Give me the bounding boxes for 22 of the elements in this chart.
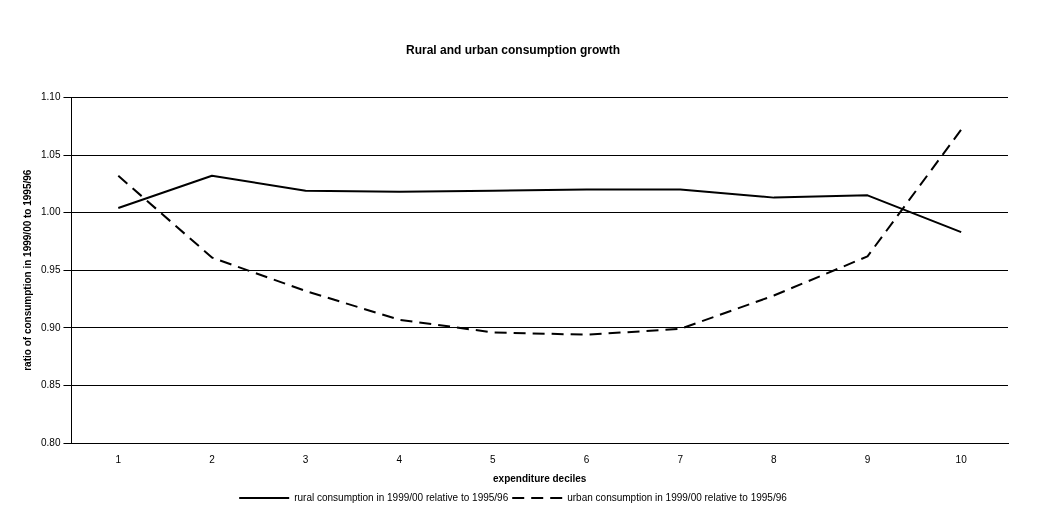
y-tick-label: 1.00 xyxy=(40,206,61,218)
x-tick-label: 7 xyxy=(677,453,684,465)
y-axis-title: ratio of consumption in 1999/00 to 1995/96 xyxy=(21,169,33,371)
x-axis-title: expenditure deciles xyxy=(493,472,587,484)
chart-title: Rural and urban consumption growth xyxy=(406,42,620,57)
y-tick-label: 1.10 xyxy=(40,91,61,103)
x-tick-label: 10 xyxy=(955,453,968,465)
y-tick-label: 1.05 xyxy=(40,148,61,160)
x-tick-label: 1 xyxy=(115,453,122,465)
y-tick-label: 0.95 xyxy=(40,263,61,275)
x-tick-label: 2 xyxy=(209,453,216,465)
y-tick-label: 0.80 xyxy=(40,436,61,448)
x-tick-label: 5 xyxy=(490,453,497,465)
legend-label: rural consumption in 1999/00 relative to 1995/96 xyxy=(294,491,509,503)
y-tick-label: 0.90 xyxy=(40,321,61,333)
x-tick-label: 8 xyxy=(771,453,778,465)
y-tick-label: 0.85 xyxy=(40,379,61,391)
x-tick-label: 4 xyxy=(396,453,403,465)
x-tick-label: 6 xyxy=(583,453,590,465)
x-tick-label: 3 xyxy=(302,453,309,465)
x-tick-label: 9 xyxy=(864,453,871,465)
legend-label: urban consumption in 1999/00 relative to 1995/96 xyxy=(567,491,788,503)
